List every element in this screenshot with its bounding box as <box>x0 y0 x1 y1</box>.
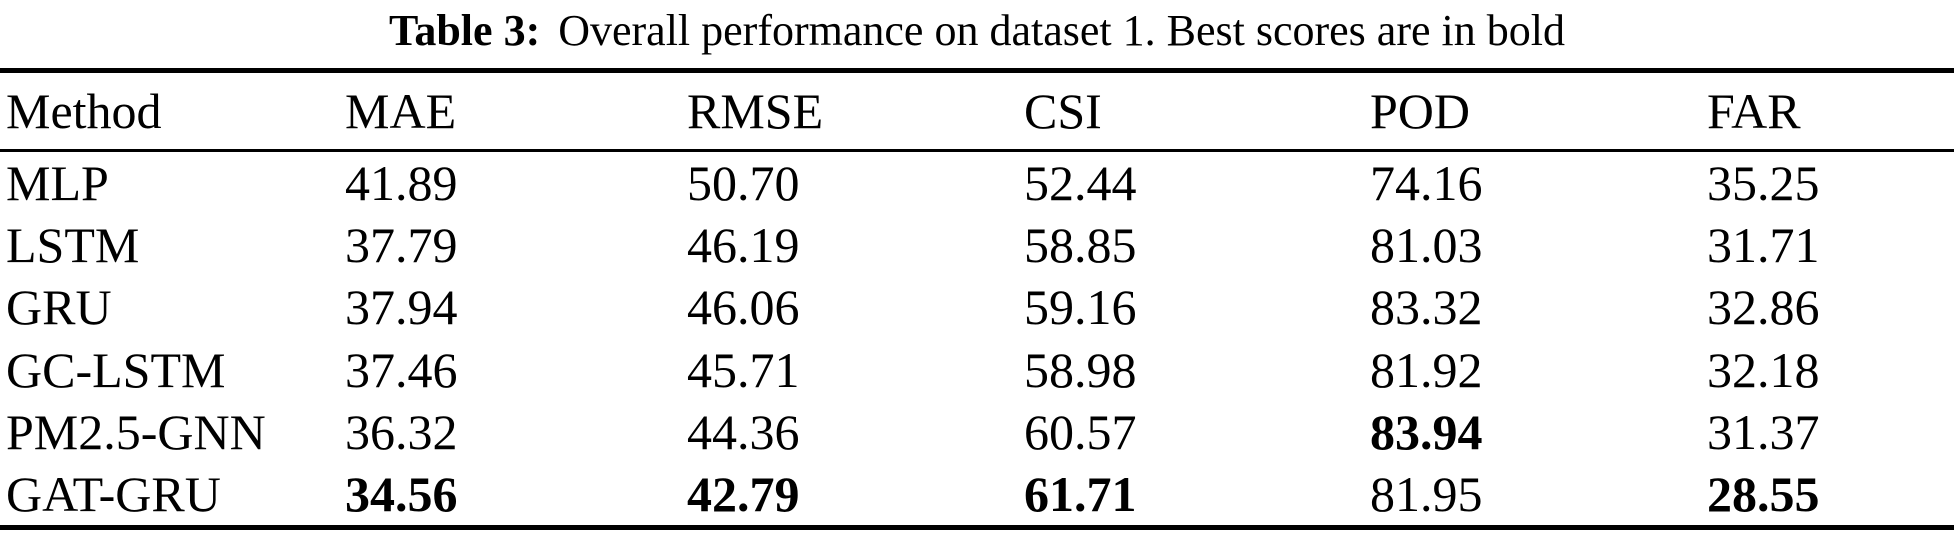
mae-cell: 34.56 <box>345 465 458 522</box>
csi-cell: 52.44 <box>1024 155 1137 212</box>
table-row-lstm: LSTM 37.79 46.19 58.85 81.03 31.71 <box>0 214 1954 276</box>
pod-cell: 83.32 <box>1370 279 1483 336</box>
rmse-cell: 46.06 <box>687 279 800 336</box>
pod-cell: 81.03 <box>1370 217 1483 274</box>
table-row-pm25-gnn: PM2.5-GNN 36.32 44.36 60.57 83.94 31.37 <box>0 401 1954 463</box>
far-cell: 28.55 <box>1707 465 1820 522</box>
mae-cell: 41.89 <box>345 155 458 212</box>
far-cell: 31.37 <box>1707 403 1820 460</box>
far-cell: 35.25 <box>1707 155 1820 212</box>
csi-cell: 58.98 <box>1024 341 1137 398</box>
rmse-cell: 50.70 <box>687 155 800 212</box>
column-header-csi: CSI <box>1024 83 1102 139</box>
pod-cell: 81.95 <box>1370 465 1483 522</box>
table-row-mlp: MLP 41.89 50.70 52.44 74.16 35.25 <box>0 152 1954 214</box>
rmse-cell: 45.71 <box>687 341 800 398</box>
table-row-gru: GRU 37.94 46.06 59.16 83.32 32.86 <box>0 276 1954 338</box>
method-cell: PM2.5-GNN <box>6 403 266 460</box>
mae-cell: 36.32 <box>345 403 458 460</box>
table-row-gat-gru: GAT-GRU 34.56 42.79 61.71 81.95 28.55 <box>0 463 1954 525</box>
column-header-mae: MAE <box>345 83 457 139</box>
column-header-method: Method <box>6 83 162 139</box>
method-cell: MLP <box>6 155 109 212</box>
csi-cell: 60.57 <box>1024 403 1137 460</box>
csi-cell: 58.85 <box>1024 217 1137 274</box>
rmse-cell: 44.36 <box>687 403 800 460</box>
csi-cell: 59.16 <box>1024 279 1137 336</box>
table-header-row: Method MAE RMSE CSI POD FAR <box>0 73 1954 152</box>
far-cell: 31.71 <box>1707 217 1820 274</box>
csi-cell: 61.71 <box>1024 465 1137 522</box>
rmse-cell: 42.79 <box>687 465 800 522</box>
column-header-rmse: RMSE <box>687 83 824 139</box>
method-cell: GC-LSTM <box>6 341 226 398</box>
table-body: MLP 41.89 50.70 52.44 74.16 35.25 LSTM 3… <box>0 152 1954 525</box>
results-table: Method MAE RMSE CSI POD FAR MLP 41.89 50… <box>0 68 1954 530</box>
mae-cell: 37.79 <box>345 217 458 274</box>
column-header-pod: POD <box>1370 83 1471 139</box>
rmse-cell: 46.19 <box>687 217 800 274</box>
table-caption: Table 3: Overall performance on dataset … <box>0 0 1954 68</box>
far-cell: 32.86 <box>1707 279 1820 336</box>
table-caption-text: Overall performance on dataset 1. Best s… <box>558 6 1565 55</box>
pod-cell: 83.94 <box>1370 403 1483 460</box>
pod-cell: 81.92 <box>1370 341 1483 398</box>
mae-cell: 37.46 <box>345 341 458 398</box>
method-cell: GAT-GRU <box>6 465 221 522</box>
table-row-gc-lstm: GC-LSTM 37.46 45.71 58.98 81.92 32.18 <box>0 339 1954 401</box>
column-header-far: FAR <box>1707 83 1801 139</box>
method-cell: LSTM <box>6 217 140 274</box>
table-caption-label: Table 3: <box>389 6 541 55</box>
pod-cell: 74.16 <box>1370 155 1483 212</box>
method-cell: GRU <box>6 279 112 336</box>
far-cell: 32.18 <box>1707 341 1820 398</box>
mae-cell: 37.94 <box>345 279 458 336</box>
